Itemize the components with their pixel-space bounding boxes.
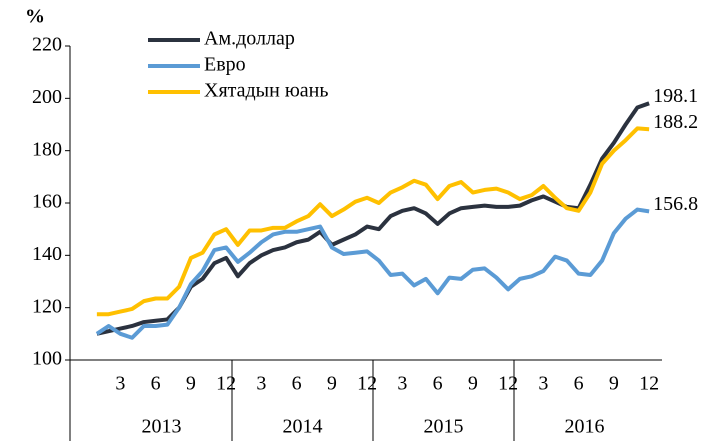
end-label: 198.1	[653, 85, 698, 107]
legend-label: Хятадын юань	[204, 80, 328, 102]
y-tick-label: 120	[32, 295, 62, 317]
y-tick-label: 180	[32, 138, 62, 160]
legend-label: Ам.доллар	[204, 28, 295, 50]
x-tick-label: 12	[498, 373, 518, 395]
end-label: 156.8	[653, 193, 698, 215]
series-line	[95, 207, 650, 340]
x-tick-label: 12	[357, 373, 377, 395]
year-label: 2013	[142, 416, 182, 438]
series-line	[96, 126, 650, 317]
y-tick-label: 160	[32, 191, 62, 213]
x-tick-label: 9	[468, 373, 478, 395]
x-tick-label: 12	[639, 373, 659, 395]
x-tick-label: 6	[433, 373, 443, 395]
x-tick-label: 9	[609, 373, 619, 395]
x-tick-label: 12	[216, 373, 236, 395]
x-tick-label: 3	[397, 373, 407, 395]
series-line	[96, 101, 650, 336]
y-tick-label: 100	[32, 348, 62, 370]
x-tick-label: 6	[292, 373, 302, 395]
y-tick-label: 220	[32, 34, 62, 56]
y-tick-label: 200	[32, 86, 62, 108]
y-unit: %	[25, 6, 45, 28]
x-tick-label: 9	[186, 373, 196, 395]
y-tick-label: 140	[32, 243, 62, 265]
x-tick-label: 3	[538, 373, 548, 395]
x-tick-label: 6	[151, 373, 161, 395]
x-tick-label: 3	[256, 373, 266, 395]
year-label: 2016	[565, 416, 605, 438]
year-label: 2014	[283, 416, 323, 438]
x-tick-label: 9	[327, 373, 337, 395]
legend-label: Евро	[204, 54, 246, 76]
end-label: 188.2	[653, 111, 698, 133]
x-tick-label: 3	[115, 373, 125, 395]
year-label: 2015	[424, 416, 464, 438]
x-tick-label: 6	[574, 373, 584, 395]
